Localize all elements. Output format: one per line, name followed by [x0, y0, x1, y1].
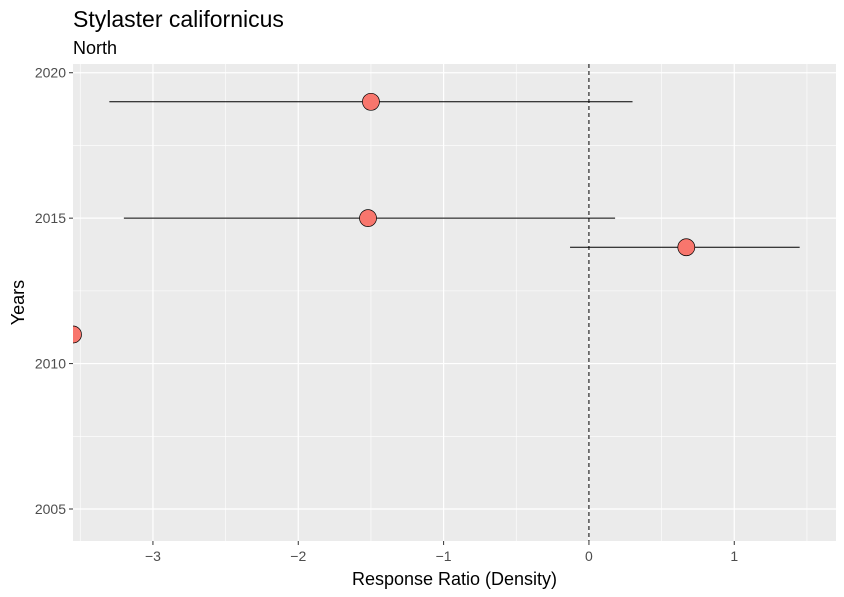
data-marks	[73, 64, 800, 541]
x-tick-label: 0	[585, 548, 593, 564]
y-tick-label: 2015	[35, 210, 66, 226]
y-tick-label: 2010	[35, 356, 66, 372]
x-axis-title: Response Ratio (Density)	[352, 569, 557, 589]
data-point	[677, 238, 696, 257]
minor-gridlines	[73, 64, 836, 541]
chart-title: Stylaster californicus	[73, 6, 284, 32]
axes: −3 −2 −1 0 1 2005 2010 2015 2020	[35, 65, 739, 564]
data-point	[73, 325, 82, 344]
y-tick-label: 2005	[35, 501, 66, 517]
x-tick-label: 1	[730, 548, 738, 564]
chart-subtitle: North	[73, 38, 118, 58]
y-axis-title: Years	[8, 280, 28, 325]
x-tick-label: −2	[290, 548, 306, 564]
data-point	[362, 92, 380, 111]
data-point	[359, 209, 377, 228]
x-tick-label: −3	[145, 548, 161, 564]
plot-panel	[73, 64, 836, 541]
y-tick-label: 2020	[35, 65, 66, 81]
x-tick-label: −1	[436, 548, 452, 564]
